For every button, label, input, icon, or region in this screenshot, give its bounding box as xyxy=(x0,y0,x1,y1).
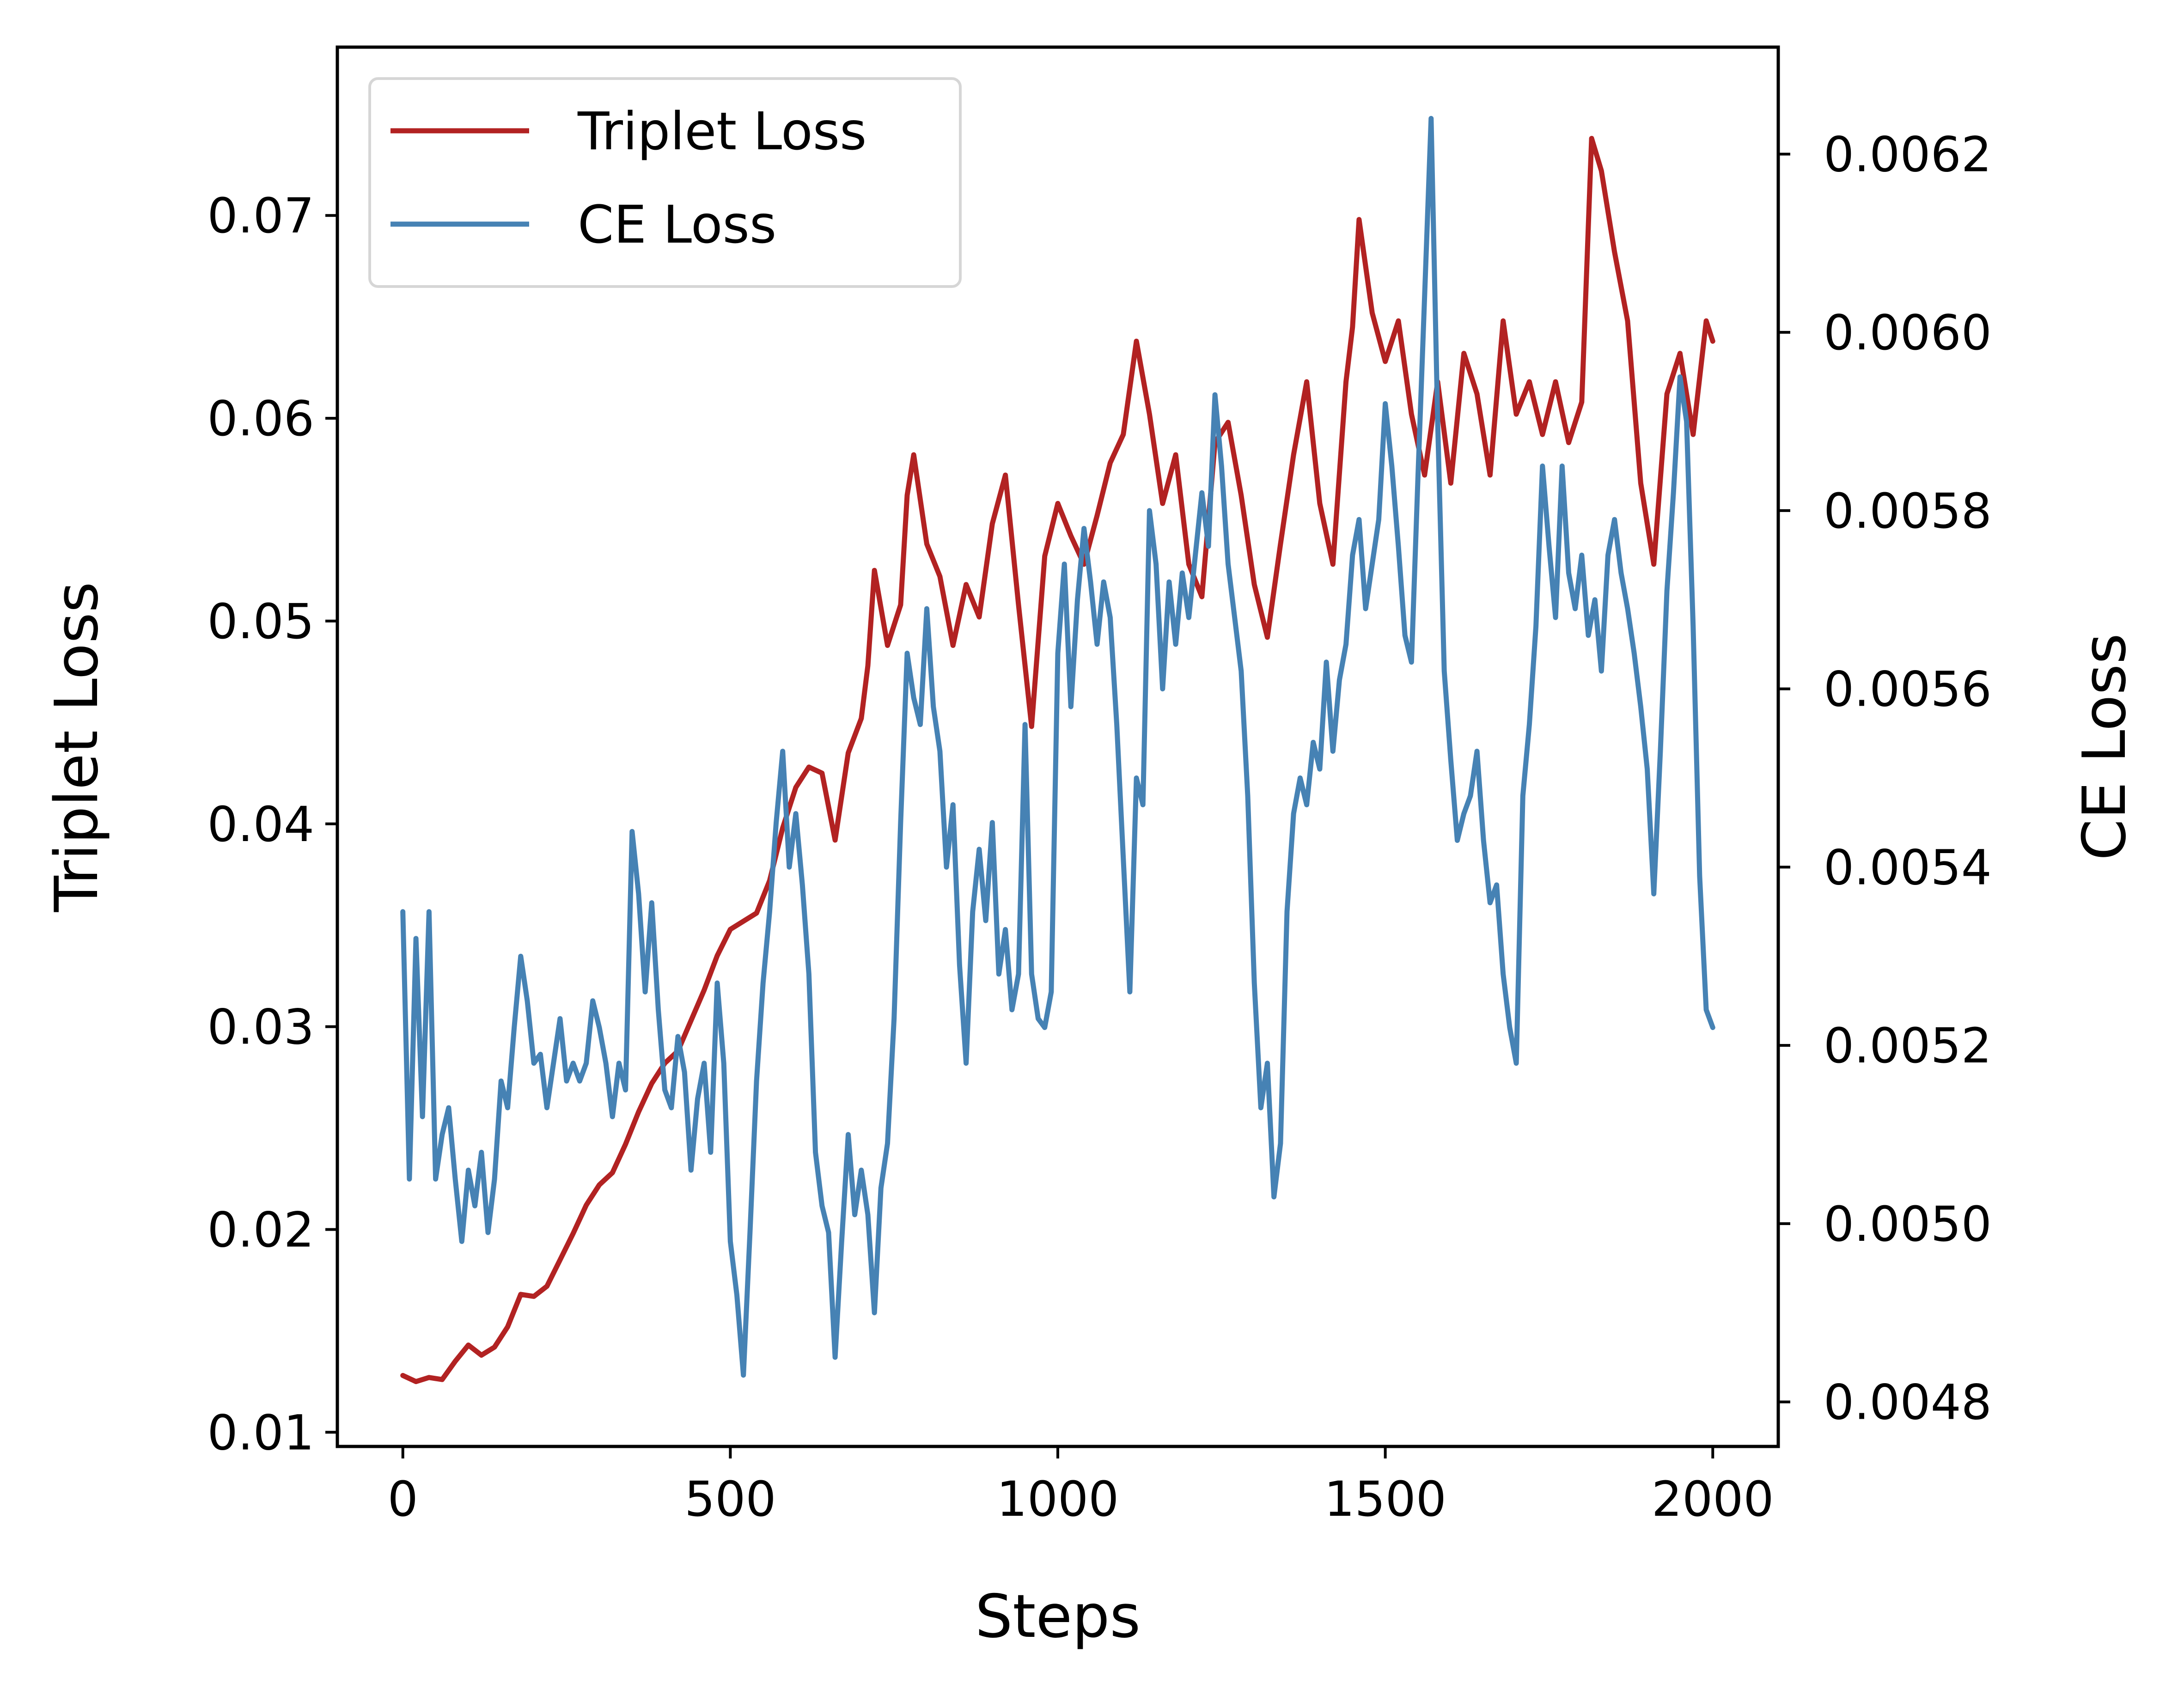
y-right-tick-label: 0.0052 xyxy=(1824,1018,1992,1074)
y-right-tick-label: 0.0048 xyxy=(1824,1374,1992,1431)
y-tick-label: 0.01 xyxy=(207,1404,314,1461)
y-tick-label: 0.06 xyxy=(207,390,314,447)
y-axis-left: 0.01 0.02 0.03 0.04 0.05 0.06 0.07 xyxy=(207,188,337,1461)
legend: Triplet Loss CE Loss xyxy=(368,77,962,288)
y-right-tick-label: 0.0056 xyxy=(1824,661,1992,718)
y-right-tick-label: 0.0062 xyxy=(1824,126,1992,183)
y-right-tick-label: 0.0054 xyxy=(1824,839,1992,896)
y-tick-label: 0.02 xyxy=(207,1202,314,1258)
y-right-tick-label: 0.0058 xyxy=(1824,483,1992,539)
series-line-triplet-loss xyxy=(400,136,1715,1385)
y-tick-label: 0.07 xyxy=(207,188,314,244)
y-tick-label: 0.04 xyxy=(207,796,314,853)
y-axis-right: 0.0048 0.0050 0.0052 0.0054 0.0056 0.0058 0.00… xyxy=(1778,126,1992,1431)
legend-label-triplet: Triplet Loss xyxy=(577,102,866,162)
x-tick-label: 500 xyxy=(684,1471,776,1527)
y-tick-label: 0.03 xyxy=(207,999,314,1055)
series-layer xyxy=(400,116,1715,1385)
y-right-tick-label: 0.0050 xyxy=(1824,1196,1992,1252)
y-axis-label: Triplet Loss xyxy=(43,582,111,913)
y-tick-label: 0.05 xyxy=(207,593,314,650)
x-tick-label: 2000 xyxy=(1652,1471,1774,1527)
x-tick-label: 1000 xyxy=(997,1471,1119,1527)
x-tick-label: 1500 xyxy=(1324,1471,1446,1527)
x-axis-label: Steps xyxy=(975,1582,1141,1651)
y-right-tick-label: 0.0060 xyxy=(1824,305,1992,361)
x-tick-label: 0 xyxy=(388,1471,418,1527)
y-axis-right-label: CE Loss xyxy=(2070,633,2139,860)
series-line-ce-loss xyxy=(400,116,1715,1378)
legend-label-ce: CE Loss xyxy=(578,195,776,255)
x-axis: 0 500 1000 1500 2000 xyxy=(388,1446,1774,1527)
